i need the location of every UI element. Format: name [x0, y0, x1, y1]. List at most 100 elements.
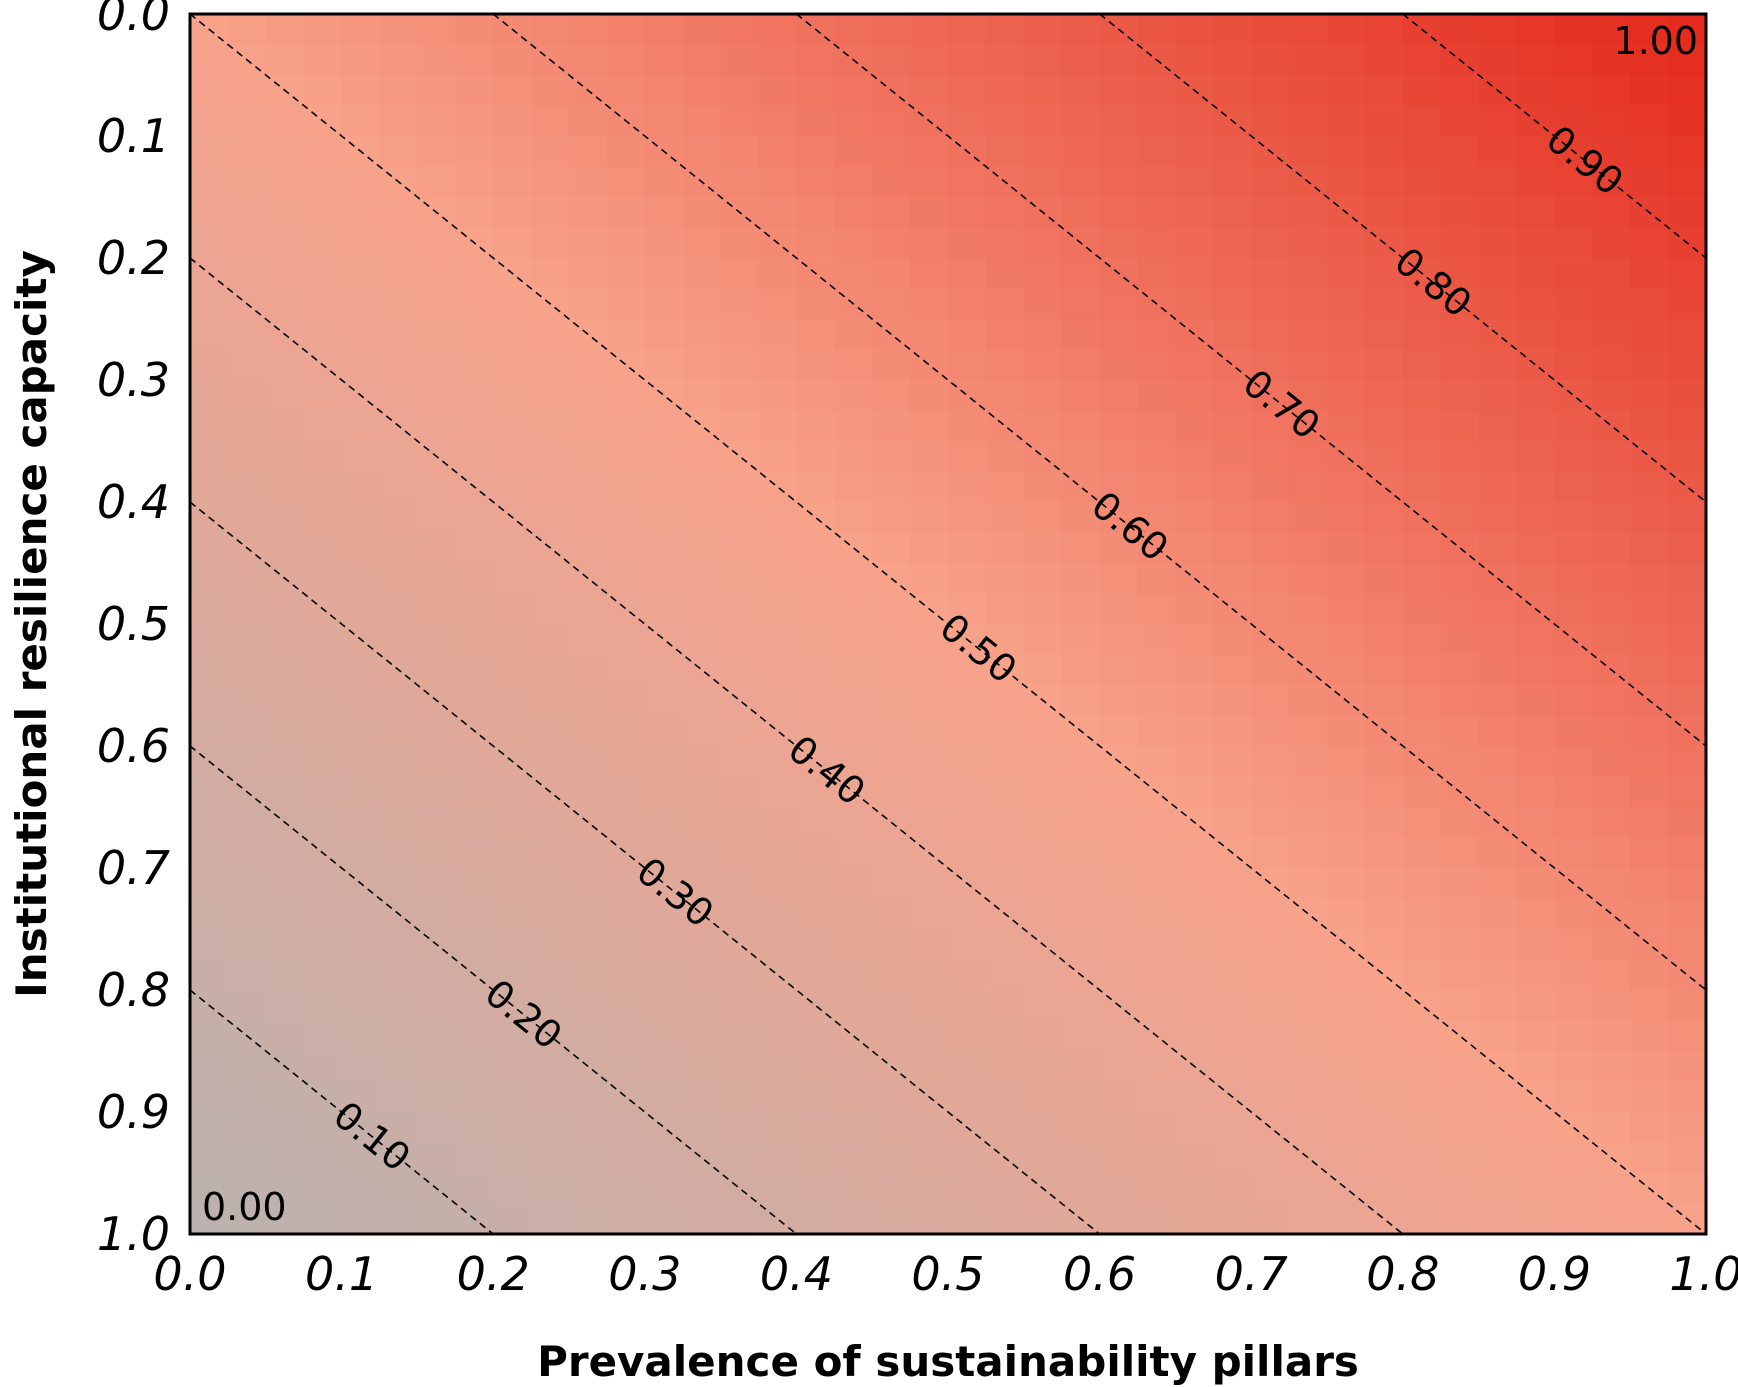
- heatmap-cell: [1630, 227, 1669, 259]
- heatmap-cell: [758, 532, 798, 564]
- heatmap-cell: [379, 837, 419, 869]
- heatmap-cell: [1668, 502, 1706, 534]
- heatmap-cell: [1402, 166, 1442, 198]
- heatmap-cell: [948, 288, 987, 320]
- heatmap-cell: [1061, 685, 1101, 717]
- heatmap-cell: [1402, 1051, 1442, 1083]
- heatmap-cell: [1364, 410, 1404, 442]
- heatmap-cell: [1327, 258, 1366, 290]
- heatmap-cell: [606, 898, 646, 930]
- heatmap-cell: [1440, 319, 1480, 351]
- heatmap-cell: [303, 1142, 343, 1174]
- heatmap-cell: [1175, 990, 1215, 1022]
- heatmap-cell: [1364, 166, 1404, 198]
- heatmap-cell: [1289, 1203, 1328, 1234]
- heatmap-cell: [1402, 319, 1442, 351]
- heatmap-cell: [227, 14, 267, 46]
- heatmap-cell: [569, 441, 608, 473]
- heatmap-cell: [1440, 959, 1480, 991]
- heatmap-cell: [1402, 898, 1442, 930]
- heatmap-cell: [1478, 288, 1518, 320]
- heatmap-cell: [910, 898, 949, 930]
- heatmap-cell: [1516, 898, 1556, 930]
- heatmap-cell: [455, 746, 494, 778]
- heatmap-cell: [644, 410, 684, 442]
- heatmap-cell: [985, 1020, 1025, 1052]
- heatmap-cell: [1061, 868, 1101, 900]
- heatmap-cell: [455, 685, 494, 717]
- heatmap-cell: [644, 1173, 684, 1205]
- heatmap-cell: [493, 75, 532, 107]
- heatmap-cell: [720, 136, 760, 168]
- heatmap-cell: [1061, 990, 1101, 1022]
- heatmap-cell: [1023, 898, 1063, 930]
- heatmap-cell: [531, 197, 570, 229]
- heatmap-cell: [1099, 1051, 1139, 1083]
- heatmap-cell: [1554, 593, 1594, 625]
- heatmap-cell: [1364, 441, 1404, 473]
- heatmap-cell: [606, 746, 646, 778]
- heatmap-cell: [872, 685, 911, 717]
- y-tick-label: 0.4: [97, 475, 170, 529]
- heatmap-cell: [872, 776, 911, 808]
- heatmap-cell: [493, 227, 532, 259]
- heatmap-cell: [834, 380, 873, 412]
- heatmap-cell: [1402, 105, 1442, 137]
- heatmap-cell: [190, 227, 229, 259]
- heatmap-cell: [948, 1142, 987, 1174]
- x-tick-label: 0.3: [608, 1247, 681, 1301]
- heatmap-cell: [872, 715, 911, 747]
- heatmap-cell: [417, 166, 457, 198]
- heatmap-cell: [1251, 685, 1290, 717]
- heatmap-cell: [1554, 197, 1594, 229]
- heatmap-cell: [379, 746, 419, 778]
- heatmap-cell: [265, 105, 305, 137]
- heatmap-cell: [265, 166, 305, 198]
- heatmap-cell: [1630, 624, 1669, 656]
- heatmap-cell: [834, 898, 873, 930]
- heatmap-cell: [1137, 441, 1177, 473]
- heatmap-cell: [872, 502, 911, 534]
- heatmap-cell: [1099, 1203, 1139, 1234]
- heatmap-cell: [1175, 624, 1215, 656]
- heatmap-cell: [341, 1142, 381, 1174]
- heatmap-cell: [1099, 685, 1139, 717]
- heatmap-cell: [341, 227, 381, 259]
- heatmap-cell: [758, 410, 798, 442]
- y-tick-label: 0.3: [97, 353, 170, 407]
- heatmap-cell: [872, 410, 911, 442]
- heatmap-cell: [1668, 380, 1706, 412]
- heatmap-cell: [644, 1142, 684, 1174]
- heatmap-cell: [1364, 1081, 1404, 1113]
- heatmap-cell: [1364, 75, 1404, 107]
- heatmap-cell: [265, 380, 305, 412]
- heatmap-cell: [1478, 258, 1518, 290]
- heatmap-cell: [1668, 75, 1706, 107]
- heatmap-cell: [531, 898, 570, 930]
- heatmap-cell: [190, 807, 229, 839]
- heatmap-cell: [1023, 44, 1063, 76]
- heatmap-cell: [720, 14, 760, 46]
- heatmap-cell: [227, 502, 267, 534]
- heatmap-cell: [569, 868, 608, 900]
- heatmap-cell: [1061, 1173, 1101, 1205]
- heatmap-cell: [303, 532, 343, 564]
- heatmap-cell: [265, 471, 305, 503]
- heatmap-cell: [1175, 380, 1215, 412]
- heatmap-cell: [1440, 837, 1480, 869]
- heatmap-cell: [1289, 136, 1328, 168]
- heatmap-cell: [1592, 14, 1631, 46]
- heatmap-cell: [455, 105, 494, 137]
- heatmap-cell: [644, 746, 684, 778]
- heatmap-cell: [796, 624, 836, 656]
- heatmap-cell: [1668, 197, 1706, 229]
- heatmap-cell: [190, 563, 229, 595]
- heatmap-cell: [834, 197, 873, 229]
- heatmap-cell: [796, 868, 836, 900]
- heatmap-cell: [493, 776, 532, 808]
- heatmap-cell: [1099, 136, 1139, 168]
- heatmap-cell: [569, 929, 608, 961]
- heatmap-cell: [1630, 14, 1669, 46]
- heatmap-cell: [1478, 776, 1518, 808]
- heatmap-cell: [1592, 776, 1631, 808]
